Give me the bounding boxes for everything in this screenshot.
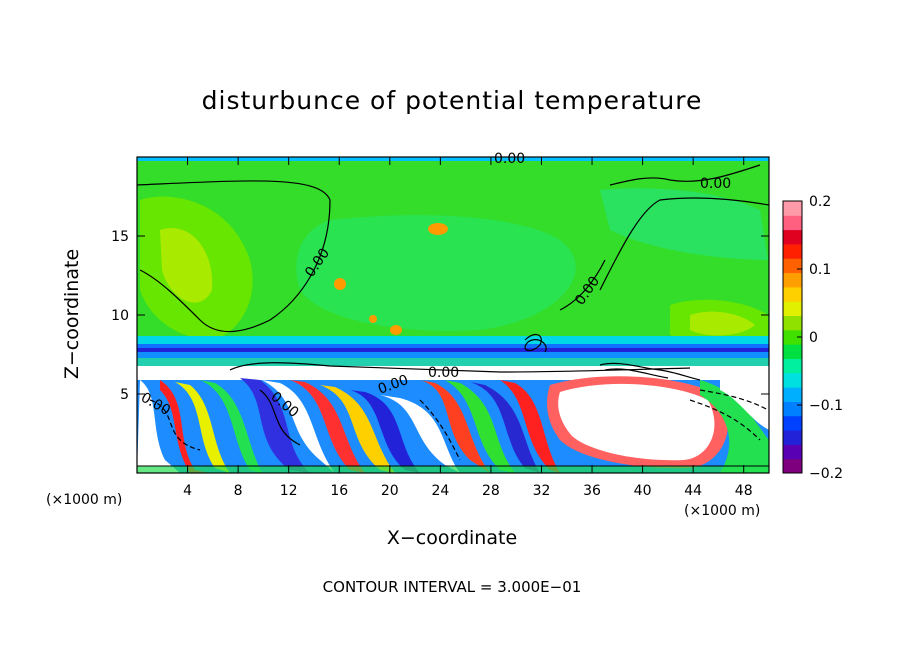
colorbar-swatch xyxy=(783,358,802,374)
orange-blob-1 xyxy=(428,223,448,235)
lightblue-band xyxy=(137,352,769,358)
darkblue-band xyxy=(137,348,769,352)
contour-line-7 xyxy=(689,399,761,441)
y-tick-label: 5 xyxy=(120,387,129,403)
contour-cluster-2 xyxy=(599,362,701,381)
orange-blob-3 xyxy=(390,325,402,335)
yellow-zone-1 xyxy=(160,228,213,303)
x-tick-label: 48 xyxy=(735,483,753,499)
chart-title: disturbunce of potential temperature xyxy=(201,86,703,115)
colorbar: 0.2 0.1 0 −0.1 −0.2 xyxy=(782,194,843,482)
orange-blob-4 xyxy=(369,315,377,323)
x-tick-label: 36 xyxy=(583,483,601,499)
yellow-zone-2 xyxy=(690,311,755,336)
colorbar-swatch xyxy=(783,415,802,431)
colorbar-swatch xyxy=(783,444,802,460)
y-axis-label: Z−coordinate xyxy=(61,248,83,380)
colorbar-swatch xyxy=(783,387,802,402)
colorbar-tick-label: −0.2 xyxy=(809,466,843,482)
contour-cluster-3 xyxy=(604,368,669,379)
y-axis: 5 10 15 xyxy=(111,229,769,403)
top-boundary-band xyxy=(137,157,769,161)
cyan-green-zone xyxy=(600,188,768,260)
contour-line-2 xyxy=(599,197,769,291)
colorbar-tick-label: 0.2 xyxy=(809,194,831,210)
x-tick-label: 8 xyxy=(234,483,243,499)
x-unit-right: (×1000 m) xyxy=(684,503,761,519)
x-tick-label: 44 xyxy=(684,483,702,499)
x-unit-left: (×1000 m) xyxy=(46,492,123,508)
colorbar-tick-label: 0.1 xyxy=(809,262,831,278)
contour-cluster-4 xyxy=(609,164,761,186)
colorbar-tick-label: 0 xyxy=(809,330,818,346)
colorbar-swatch xyxy=(783,215,802,231)
light-green-zone xyxy=(296,215,576,331)
colorbar-swatch xyxy=(783,243,802,259)
contour-label: 0.00 xyxy=(428,365,459,381)
contour-line-6 xyxy=(259,389,301,446)
colorbar-swatch xyxy=(783,344,802,359)
contour-line-1 xyxy=(137,180,331,333)
contour-line-4 xyxy=(229,362,691,373)
x-tick-label: 4 xyxy=(183,483,192,499)
x-axis: 4 8 12 16 20 24 28 32 36 40 44 48 xyxy=(183,157,753,499)
x-axis-label: X−coordinate xyxy=(386,527,518,549)
contour-line-9 xyxy=(419,399,461,461)
colorbar-swatch xyxy=(783,458,802,474)
x-tick-label: 12 xyxy=(280,483,298,499)
colorbar-swatch xyxy=(783,329,802,345)
x-tick-label: 20 xyxy=(381,483,399,499)
contour-line-8 xyxy=(699,389,769,411)
colorbar-swatch xyxy=(783,201,802,216)
x-tick-label: 16 xyxy=(330,483,348,499)
x-tick-label: 28 xyxy=(482,483,500,499)
contour-line-5 xyxy=(149,399,201,451)
colorbar-tick-label: −0.1 xyxy=(809,398,843,414)
colorbar-swatch xyxy=(783,229,802,245)
colorbar-swatch xyxy=(783,315,802,331)
x-tick-label: 32 xyxy=(533,483,551,499)
colorbar-swatch xyxy=(783,401,802,417)
colorbar-swatch xyxy=(783,430,802,445)
contour-lines xyxy=(137,164,769,467)
contour-interval-note: CONTOUR INTERVAL = 3.000E−01 xyxy=(322,578,582,596)
cyan-band xyxy=(137,336,769,344)
colorbar-swatch xyxy=(783,301,802,317)
colorbar-swatch xyxy=(783,272,802,288)
colorbar-swatch xyxy=(783,286,802,302)
y-tick-label: 15 xyxy=(111,229,129,245)
teal-band xyxy=(137,358,769,366)
contour-cluster-1 xyxy=(524,333,547,353)
orange-blob-2 xyxy=(334,278,346,290)
y-tick-label: 10 xyxy=(111,308,129,324)
contour-label: 0.00 xyxy=(700,176,731,192)
x-tick-label: 40 xyxy=(634,483,652,499)
potential-temperature-field xyxy=(137,157,769,473)
colorbar-swatch xyxy=(783,372,802,388)
x-tick-label: 24 xyxy=(431,483,449,499)
colorbar-swatch xyxy=(783,258,802,274)
contour-label: 0.00 xyxy=(494,151,525,167)
contour-line-3 xyxy=(559,259,606,311)
